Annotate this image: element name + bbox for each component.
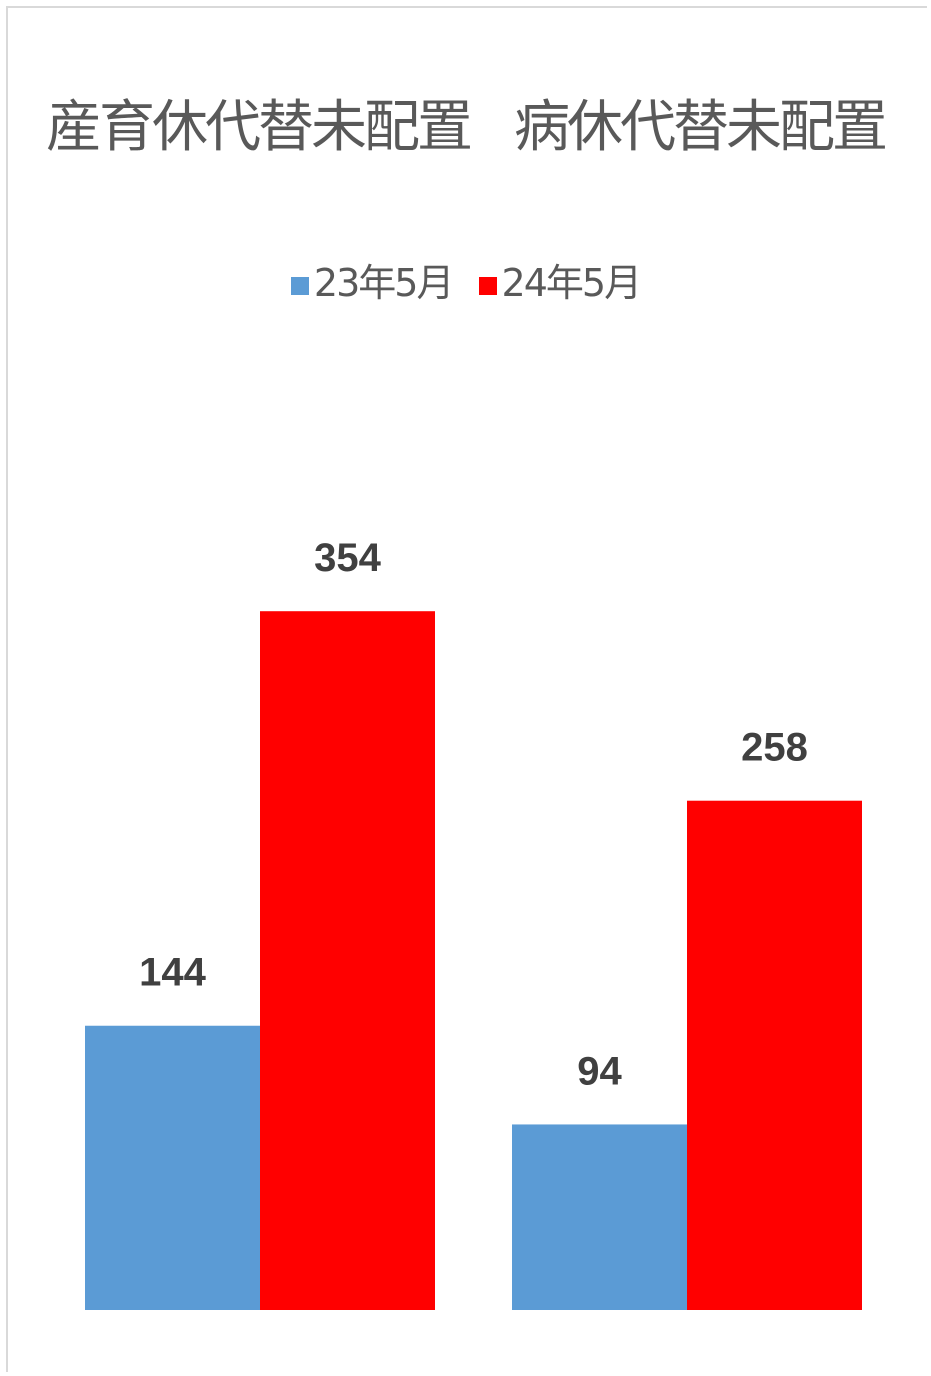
bar-series-1-category-1 <box>85 1025 260 1310</box>
data-label-series-2-category-2: 258 <box>741 726 808 770</box>
legend-label-series-1: 23年5月 <box>313 261 455 305</box>
legend-swatch-series-1 <box>290 276 309 295</box>
data-label-series-1-category-2: 94 <box>577 1049 622 1093</box>
bar-series-2-category-2 <box>687 800 862 1310</box>
bar-series-1-category-2 <box>512 1124 687 1310</box>
chart-title: 産育休代替未配置 病休代替未配置 <box>0 82 931 163</box>
legend-swatch-series-2 <box>478 276 497 295</box>
chart-legend: 23年5月 24年5月 <box>0 252 931 307</box>
legend-label-series-2: 24年5月 <box>501 261 643 305</box>
bar-series-2-category-1 <box>260 611 435 1310</box>
data-label-series-2-category-1: 354 <box>314 536 381 580</box>
data-label-series-1-category-1: 144 <box>139 951 206 995</box>
chart-title-part-1: 産育休代替未配置 <box>46 95 473 160</box>
legend-item-series-1: 23年5月 <box>290 252 455 307</box>
chart-title-part-2: 病休代替未配置 <box>514 95 888 160</box>
legend-item-series-2: 24年5月 <box>478 252 643 307</box>
